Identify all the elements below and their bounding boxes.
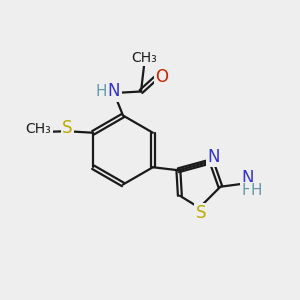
Text: N: N [241, 169, 254, 187]
Text: CH₃: CH₃ [131, 51, 157, 64]
Text: N: N [208, 148, 220, 166]
Text: H: H [250, 183, 262, 198]
Text: S: S [196, 204, 206, 222]
Text: S: S [62, 119, 73, 137]
Text: O: O [155, 68, 169, 85]
Text: H: H [242, 183, 253, 198]
Text: CH₃: CH₃ [26, 122, 51, 136]
Text: H: H [96, 84, 107, 99]
Text: N: N [108, 82, 120, 100]
